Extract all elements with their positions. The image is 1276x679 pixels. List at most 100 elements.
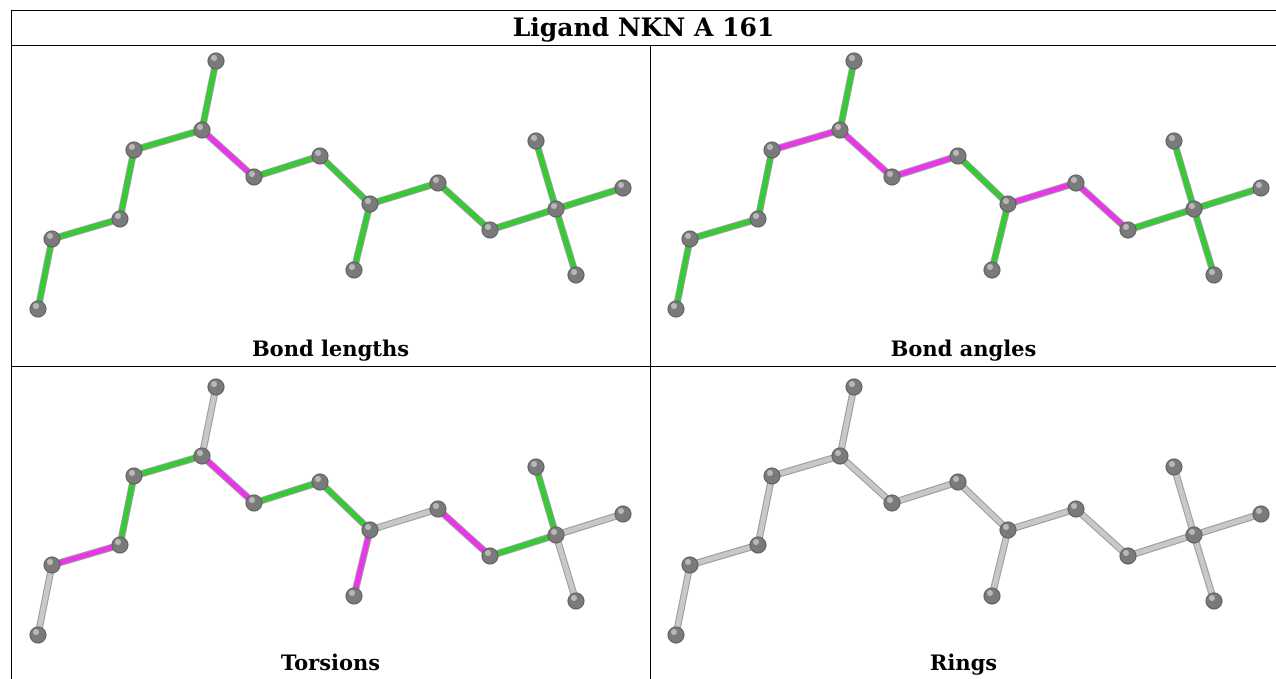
atom-highlight [1189, 529, 1195, 535]
atom-highlight [887, 171, 893, 177]
atom [883, 168, 901, 186]
bond-ok [199, 58, 219, 133]
atom [245, 168, 263, 186]
atom-highlight [315, 150, 321, 156]
atom-highlight [1123, 550, 1129, 556]
atom-highlight [485, 550, 491, 556]
atom [481, 547, 499, 565]
atom [831, 447, 849, 465]
molecule-diagram-bond-lengths [29, 52, 632, 318]
atom [527, 132, 545, 150]
atom-highlight [1209, 269, 1215, 275]
atom [1165, 132, 1183, 150]
bond-ok [317, 479, 373, 533]
atom-highlight [1071, 177, 1077, 183]
bond-ok [837, 58, 857, 133]
atom-highlight [433, 503, 439, 509]
atom-highlight [47, 559, 53, 565]
bond-ok [955, 153, 1011, 207]
bond-ok [117, 473, 137, 548]
atom-highlight [849, 55, 855, 61]
bond-outlier [351, 527, 373, 599]
atom-highlight [33, 303, 39, 309]
bond-ok [989, 201, 1011, 273]
panel-caption: Bond angles [890, 336, 1037, 361]
atom [831, 121, 849, 139]
atom-highlight [33, 629, 39, 635]
atom [567, 266, 585, 284]
atom-highlight [129, 470, 135, 476]
atom-highlight [571, 269, 577, 275]
atom [245, 494, 263, 512]
bond-unassessed [1125, 532, 1197, 559]
bond-ok [1191, 185, 1264, 212]
bond-ok [755, 147, 775, 222]
atom [1205, 266, 1223, 284]
bond-unassessed [673, 562, 693, 638]
bond-unassessed [553, 511, 626, 538]
bond-outlier [199, 453, 257, 506]
atom [193, 447, 211, 465]
bond-outlier [837, 127, 895, 180]
bond-outlier [769, 127, 843, 153]
bond-ok [435, 180, 493, 233]
bond-ok [487, 532, 559, 559]
bond-ok [251, 153, 323, 180]
column-divider [650, 46, 651, 679]
atom [345, 261, 363, 279]
atom-highlight [551, 203, 557, 209]
bond-ok [117, 147, 137, 222]
atom-highlight [753, 539, 759, 545]
atom-highlight [1209, 595, 1215, 601]
atom [949, 473, 967, 491]
atom [883, 494, 901, 512]
atom [845, 378, 863, 396]
molecule-diagram-torsions [29, 378, 632, 644]
bond-unassessed [687, 542, 761, 568]
atom-highlight [1256, 182, 1262, 188]
atom [1185, 526, 1203, 544]
bond-unassessed [1073, 506, 1131, 559]
bond-unassessed [1171, 464, 1197, 538]
atom [681, 556, 699, 574]
atom [481, 221, 499, 239]
atom-highlight [315, 476, 321, 482]
ligand-table [11, 10, 1276, 679]
atom-highlight [365, 198, 371, 204]
table-title-row: Ligand NKN A 161 [11, 10, 1276, 46]
bond-unassessed [989, 527, 1011, 599]
bond-unassessed [955, 479, 1011, 533]
atom-highlight [1256, 508, 1262, 514]
row-divider [11, 366, 1276, 367]
atom-highlight [953, 476, 959, 482]
bond-ok [131, 127, 205, 153]
atom [429, 500, 447, 518]
atom [1185, 200, 1203, 218]
atom-highlight [1169, 461, 1175, 467]
table-title: Ligand NKN A 161 [512, 13, 775, 42]
atom [29, 300, 47, 318]
bond-ok [131, 453, 205, 479]
atom [311, 473, 329, 491]
atom-highlight [835, 450, 841, 456]
atom-highlight [1169, 135, 1175, 141]
atom-highlight [211, 55, 217, 61]
atom-highlight [531, 135, 537, 141]
atom [749, 536, 767, 554]
bond-unassessed [35, 562, 55, 638]
bond-unassessed [837, 384, 857, 459]
atom [125, 141, 143, 159]
atom-highlight [47, 233, 53, 239]
bond-outlier [199, 127, 257, 180]
bond-ok [35, 236, 55, 312]
atom [983, 261, 1001, 279]
bond-ok [673, 236, 693, 312]
bond-ok [251, 479, 323, 506]
atom-highlight [835, 124, 841, 130]
atom [429, 174, 447, 192]
atom [111, 536, 129, 554]
atom [527, 458, 545, 476]
bond-ok [1171, 138, 1197, 212]
atom [1205, 592, 1223, 610]
bond-ok [49, 216, 123, 242]
